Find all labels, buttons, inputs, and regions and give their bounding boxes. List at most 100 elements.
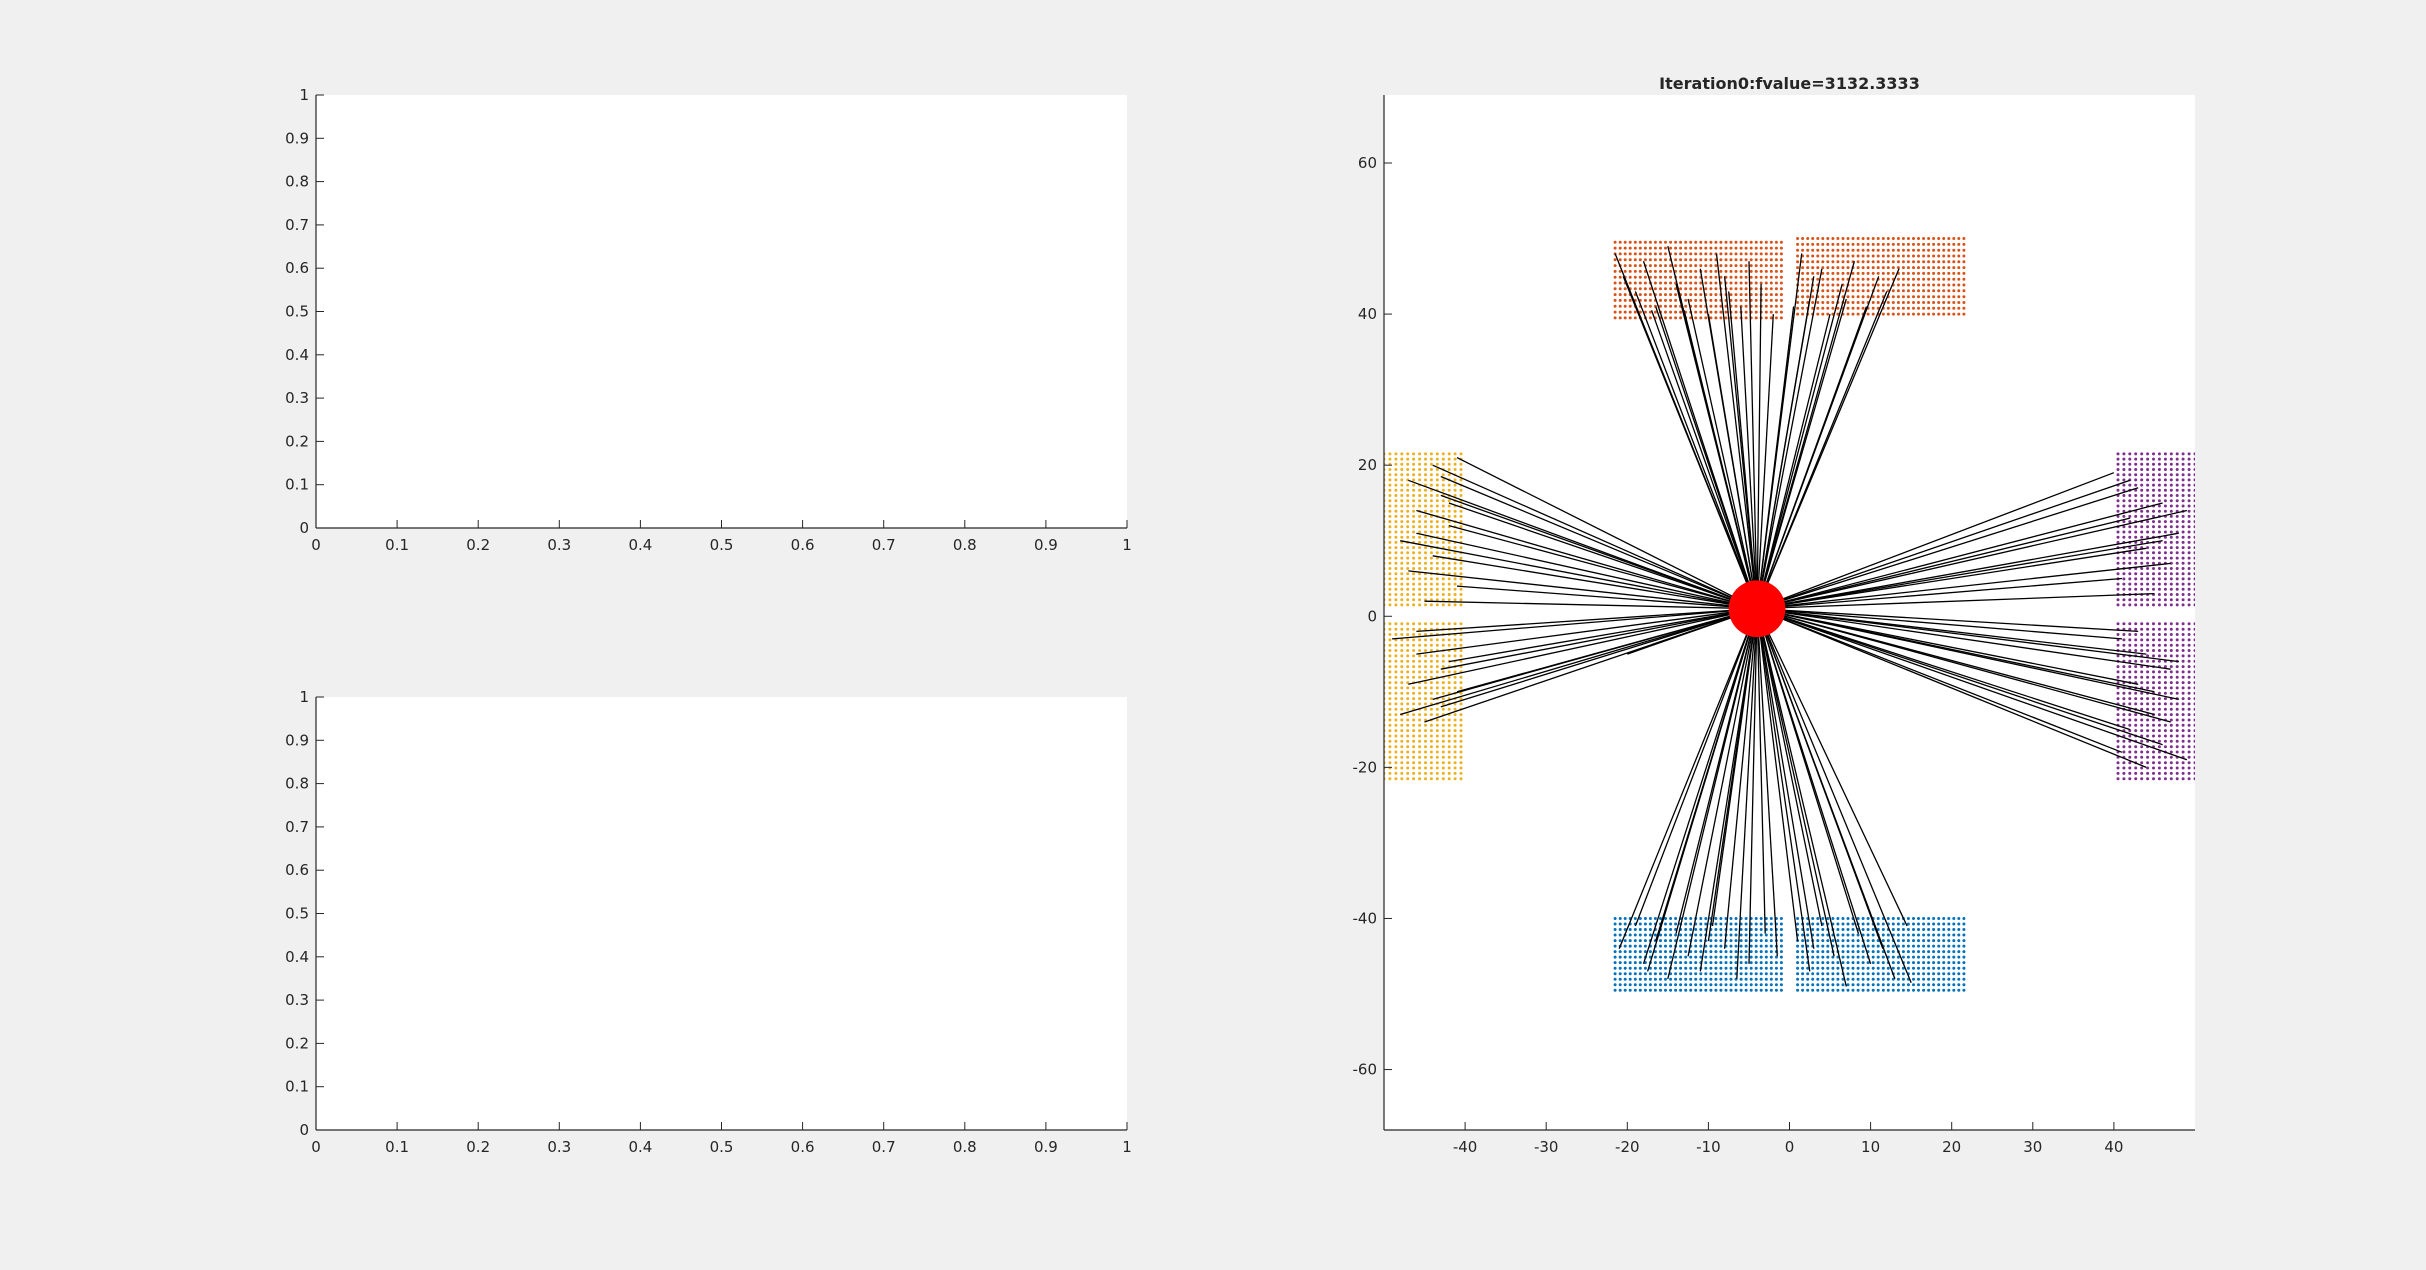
data-point [1826, 254, 1830, 258]
data-point [2175, 567, 2179, 570]
data-point [2152, 697, 2155, 701]
data-point [2128, 627, 2132, 631]
data-point [1779, 988, 1783, 992]
data-point [1749, 983, 1753, 987]
data-point [1429, 567, 1433, 570]
data-point [1957, 260, 1961, 264]
data-point [1453, 509, 1457, 513]
data-point [1694, 275, 1698, 279]
data-point [1886, 944, 1890, 948]
data-point [1754, 316, 1758, 320]
data-point [2140, 478, 2144, 482]
data-point [1851, 988, 1855, 992]
data-point [1754, 917, 1758, 920]
data-point [1406, 718, 1410, 722]
data-point [1957, 917, 1961, 920]
data-point [1388, 659, 1392, 663]
data-point [1659, 264, 1662, 268]
y-tick-label: 0.9 [285, 129, 309, 147]
data-point [1653, 955, 1657, 959]
data-point [2128, 582, 2132, 586]
data-point [1447, 707, 1451, 711]
data-point [1659, 966, 1662, 970]
data-point [1664, 933, 1667, 937]
data-point [1881, 939, 1885, 943]
data-point [1886, 283, 1890, 287]
data-point [1412, 593, 1416, 596]
data-point [1453, 654, 1457, 658]
data-point [1453, 587, 1457, 591]
data-point [2193, 530, 2195, 534]
data-point [2146, 670, 2150, 674]
data-point [1441, 777, 1445, 781]
data-point [1406, 643, 1410, 647]
data-point [1917, 988, 1920, 992]
data-point [1866, 966, 1870, 970]
data-point [1684, 293, 1688, 297]
data-point [1429, 483, 1433, 487]
data-point [1689, 264, 1693, 268]
data-point [1424, 638, 1427, 642]
data-point [1836, 977, 1840, 981]
data-point [1927, 944, 1931, 948]
data-point [1704, 258, 1708, 262]
data-point [1947, 955, 1951, 959]
data-point [1876, 955, 1880, 959]
data-point [1394, 551, 1398, 555]
data-point [1831, 977, 1835, 981]
data-point [1406, 499, 1410, 503]
data-point [1881, 961, 1885, 965]
data-point [2175, 654, 2179, 658]
data-point [1744, 988, 1748, 992]
data-point [1388, 771, 1392, 775]
data-point [1962, 950, 1966, 954]
data-point [1871, 260, 1875, 264]
data-point [1694, 240, 1698, 244]
data-point [2140, 499, 2144, 503]
data-point [2163, 483, 2167, 487]
x-tick-label: 20 [1942, 1138, 1961, 1156]
data-point [2193, 546, 2195, 550]
data-point [1947, 944, 1951, 948]
data-point [1441, 766, 1445, 770]
data-point [1962, 237, 1966, 240]
data-point [1739, 240, 1743, 244]
data-point [1447, 686, 1451, 690]
data-point [1906, 922, 1910, 926]
data-point [1769, 977, 1773, 981]
data-point [1866, 983, 1870, 987]
data-point [1759, 928, 1763, 931]
connection-line [1756, 608, 2147, 769]
data-point [1704, 264, 1708, 268]
data-point [1406, 509, 1410, 513]
data-point [2122, 702, 2126, 706]
data-point [1699, 281, 1703, 285]
data-point [1441, 509, 1445, 513]
data-point [2146, 723, 2150, 727]
data-point [1412, 488, 1416, 492]
data-point [1412, 462, 1416, 466]
data-point [1684, 281, 1688, 285]
data-point [1412, 535, 1416, 539]
data-point [1754, 988, 1758, 992]
data-point [1947, 933, 1951, 937]
data-point [1459, 771, 1463, 775]
data-point [1453, 750, 1457, 754]
data-point [1759, 988, 1763, 992]
data-point [1901, 248, 1905, 252]
data-point [1429, 675, 1433, 679]
data-point [1744, 961, 1748, 965]
data-point [2157, 745, 2161, 749]
data-point [2157, 739, 2161, 743]
data-point [1684, 988, 1688, 992]
data-point [1424, 546, 1427, 550]
data-point [1394, 509, 1398, 513]
data-point [1942, 933, 1946, 937]
data-point [1653, 972, 1657, 976]
data-point [1453, 468, 1457, 471]
data-point [1669, 304, 1673, 308]
data-point [1394, 530, 1398, 534]
data-point [1896, 301, 1900, 304]
data-point [1714, 983, 1718, 987]
